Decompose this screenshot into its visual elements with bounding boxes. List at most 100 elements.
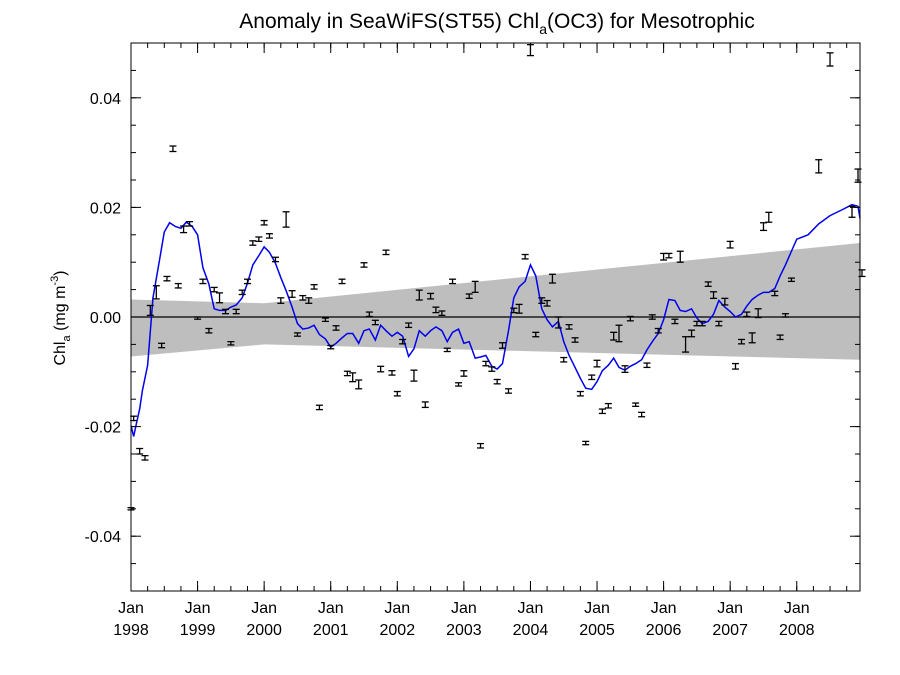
- y-tick-label: 0.02: [90, 200, 121, 217]
- x-tick-month-label: Jan: [651, 600, 677, 617]
- data-point: [146, 304, 154, 317]
- data-point: [232, 308, 240, 315]
- x-tick-year-label: 2004: [513, 622, 549, 639]
- data-point: [710, 291, 718, 300]
- data-point: [163, 275, 171, 282]
- data-point: [180, 225, 188, 234]
- data-point: [632, 402, 640, 407]
- data-point: [737, 338, 745, 345]
- x-tick-year-label: 2001: [313, 622, 349, 639]
- x-tick-year-label: 2005: [579, 622, 615, 639]
- data-point: [427, 292, 435, 300]
- data-point: [648, 314, 656, 320]
- x-tick-year-label: 2002: [380, 622, 416, 639]
- data-point: [186, 220, 194, 227]
- data-point: [399, 338, 407, 345]
- x-tick-month-label: Jan: [451, 600, 477, 617]
- data-point: [355, 379, 363, 390]
- data-point: [365, 311, 373, 318]
- data-point: [488, 366, 496, 372]
- data-point: [498, 342, 506, 349]
- data-point: [471, 280, 479, 293]
- data-point: [238, 289, 246, 296]
- data-point: [765, 211, 773, 223]
- data-point: [621, 365, 629, 373]
- data-point: [676, 250, 684, 263]
- data-point: [293, 332, 301, 337]
- data-point: [671, 318, 679, 325]
- data-point: [332, 325, 340, 331]
- x-tick-year-label: 2000: [246, 622, 282, 639]
- confidence-band: [131, 243, 860, 360]
- x-tick-month-label: Jan: [518, 600, 544, 617]
- x-tick-year-label: 2008: [779, 622, 815, 639]
- data-point: [415, 289, 423, 301]
- data-point: [482, 360, 490, 367]
- x-tick-month-label: Jan: [251, 600, 277, 617]
- data-point: [260, 219, 268, 226]
- x-tick-month-label: Jan: [318, 600, 344, 617]
- data-point: [560, 356, 568, 363]
- data-point: [421, 401, 429, 409]
- data-point: [216, 292, 224, 304]
- smoothed-series-line: [130, 203, 861, 437]
- data-point: [477, 442, 485, 449]
- data-point: [432, 306, 440, 314]
- x-tick-month-label: Jan: [717, 600, 743, 617]
- data-point: [776, 334, 784, 341]
- data-point: [548, 273, 556, 284]
- data-point: [643, 362, 651, 369]
- x-tick-year-label: 2006: [646, 622, 682, 639]
- data-point: [748, 332, 756, 344]
- data-point: [343, 370, 351, 377]
- y-axis-label: Chla (mg m-3): [49, 270, 73, 365]
- data-point: [815, 159, 823, 174]
- data-point: [682, 336, 690, 353]
- data-point: [338, 278, 346, 285]
- data-point: [576, 390, 584, 397]
- x-tick-month-label: Jan: [784, 600, 810, 617]
- data-point: [299, 294, 307, 301]
- data-point: [538, 297, 546, 304]
- data-point: [654, 327, 662, 334]
- x-tick-month-label: Jan: [584, 600, 610, 617]
- axes: -0.04 -0.02 0.00 0.02 0.04 Jan 1998 Jan 1999 Jan 2…: [85, 42, 860, 639]
- x-tick-year-label: 2003: [446, 622, 482, 639]
- data-point: [141, 454, 149, 461]
- data-point: [826, 52, 834, 67]
- data-point: [554, 316, 562, 329]
- data-point: [438, 310, 446, 317]
- data-point: [249, 240, 257, 246]
- data-point: [543, 299, 551, 307]
- data-point: [615, 324, 623, 343]
- data-point: [443, 347, 451, 353]
- data-point: [460, 370, 468, 377]
- data-point: [665, 252, 673, 259]
- data-point: [282, 211, 290, 228]
- data-point: [743, 311, 751, 318]
- data-point: [588, 374, 596, 381]
- data-point: [205, 327, 213, 334]
- data-point: [405, 322, 413, 329]
- data-point: [199, 278, 207, 285]
- data-point: [515, 303, 523, 314]
- data-point: [169, 145, 177, 153]
- data-point: [310, 284, 318, 290]
- data-point: [321, 317, 329, 323]
- y-tick-label: 0.00: [90, 310, 121, 327]
- data-point: [638, 411, 646, 418]
- data-point: [465, 293, 473, 300]
- data-point: [732, 362, 740, 370]
- data-point: [371, 319, 379, 326]
- x-tick-month-label: Jan: [384, 600, 410, 617]
- data-point: [759, 222, 767, 232]
- data-point: [288, 290, 296, 298]
- y-tick-label: 0.04: [90, 91, 121, 108]
- data-point: [174, 282, 182, 289]
- data-point: [771, 290, 779, 297]
- data-point: [715, 320, 723, 327]
- data-point: [360, 262, 368, 268]
- data-point: [327, 344, 335, 350]
- data-point: [227, 341, 235, 346]
